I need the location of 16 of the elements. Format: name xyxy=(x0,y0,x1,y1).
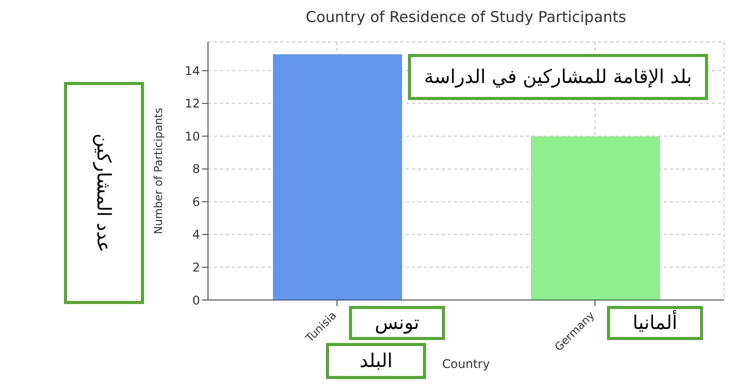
y-tick-label: 6 xyxy=(192,194,200,209)
text: تونس xyxy=(374,312,420,334)
y-tick-label: 10 xyxy=(184,129,200,144)
y-tick-label: 0 xyxy=(192,293,200,308)
y-axis-title: Number of Participants xyxy=(152,108,165,234)
x-axis-title: Country xyxy=(442,357,490,371)
y-tick-label: 4 xyxy=(192,228,200,242)
text: البلد xyxy=(359,350,393,372)
y-tick-label: 14 xyxy=(184,64,200,78)
text: عدد المشاركين xyxy=(93,133,115,253)
y-tick-label: 12 xyxy=(184,96,200,111)
y-tick-label: 8 xyxy=(192,162,200,176)
y-tick-label: 2 xyxy=(192,260,200,274)
annotation: بلد الإقامة للمشاركين في الدراسة xyxy=(424,66,692,88)
chart-title: Country of Residence of Study Participants xyxy=(304,8,628,26)
text: ألمانيا xyxy=(632,312,678,334)
